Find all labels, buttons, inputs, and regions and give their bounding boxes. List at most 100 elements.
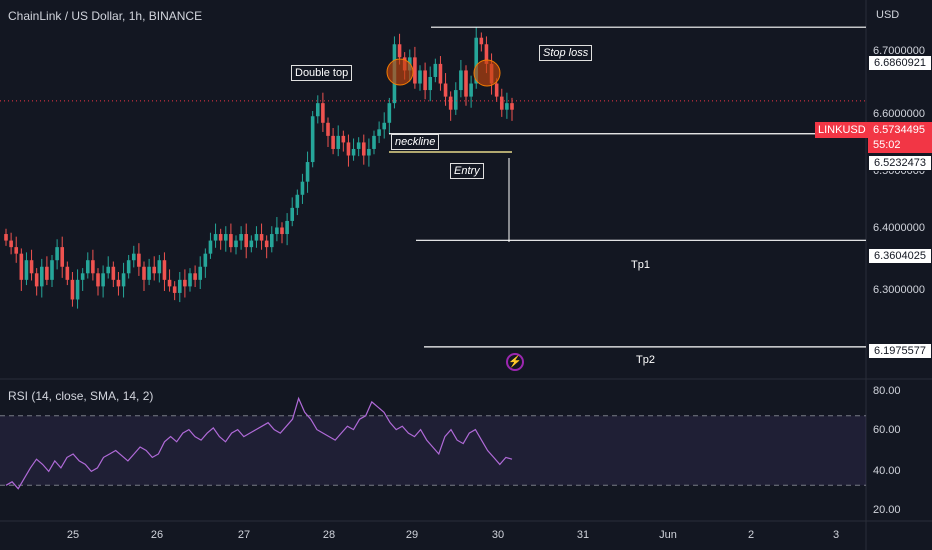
time-tick: 29	[405, 529, 419, 541]
candle-body	[9, 240, 13, 248]
double-top-marker	[473, 59, 501, 87]
candle-body	[372, 135, 376, 149]
rsi-band	[0, 415, 866, 486]
candle-body	[96, 273, 100, 287]
candle-body	[234, 240, 238, 248]
candle-body	[361, 142, 366, 156]
candle-body	[448, 96, 453, 110]
candle-body	[14, 247, 19, 254]
tp1-label[interactable]: Tp1	[631, 259, 650, 271]
candle-body	[193, 273, 197, 280]
candle-body	[300, 181, 305, 195]
candle-body	[39, 266, 44, 287]
candle-body	[510, 103, 514, 110]
candle-body	[479, 37, 484, 45]
candle-body	[213, 234, 218, 241]
candle-body	[387, 103, 392, 123]
candle-body	[290, 207, 295, 221]
candle-body	[326, 122, 330, 136]
candle-body	[433, 63, 438, 77]
candle-body	[91, 260, 95, 274]
candle-body	[264, 240, 269, 248]
candle-body	[474, 37, 479, 84]
price-tick: 6.4000000	[873, 222, 925, 234]
candle-body	[285, 220, 289, 235]
candle-body	[280, 227, 284, 235]
candle-body	[65, 266, 70, 280]
candle-body	[111, 266, 116, 280]
candle-body	[75, 279, 80, 300]
candle-body	[469, 83, 473, 97]
tp2-label[interactable]: Tp2	[636, 354, 655, 366]
rsi-title[interactable]: RSI (14, close, SMA, 14, 2)	[8, 389, 154, 403]
double-top-label[interactable]: Double top	[291, 65, 353, 81]
candle-body	[413, 57, 417, 84]
rsi-tick: 40.00	[873, 465, 901, 477]
candle-body	[341, 135, 346, 143]
candle-body	[356, 142, 361, 149]
candle-body	[80, 273, 85, 280]
candle-body	[4, 234, 8, 241]
stop-loss-price-tag[interactable]: 6.6860921	[868, 55, 932, 71]
candle-body	[126, 260, 131, 274]
rsi-tick: 60.00	[873, 424, 901, 436]
candle-body	[45, 266, 49, 280]
candle-body	[203, 253, 208, 267]
candle-body	[423, 70, 427, 91]
candle-body	[162, 260, 167, 280]
candle-body	[505, 103, 509, 110]
candle-body	[172, 286, 177, 293]
tp1-price-tag[interactable]: 6.3604025	[868, 248, 932, 264]
price-tick: 6.6000000	[873, 108, 925, 120]
time-tick: 3	[832, 529, 840, 541]
rsi-tick: 80.00	[873, 385, 901, 397]
tp2-price-tag[interactable]: 6.1975577	[868, 343, 932, 359]
currency-label[interactable]: USD	[876, 9, 900, 21]
candle-body	[331, 135, 335, 149]
candle-body	[259, 234, 264, 241]
candle-body	[377, 129, 381, 136]
candle-body	[70, 279, 75, 300]
candle-body	[336, 135, 341, 149]
candle-body	[459, 70, 463, 91]
entry-price-tag[interactable]: 6.5232473	[868, 155, 932, 171]
candle-body	[34, 273, 39, 287]
candle-body	[131, 253, 136, 261]
candle-body	[351, 148, 356, 156]
candle-body	[223, 234, 228, 241]
candle-body	[116, 279, 121, 287]
flash-event-icon[interactable]: ⚡	[506, 353, 524, 371]
candle-body	[218, 234, 223, 241]
time-tick: Jun	[659, 529, 677, 541]
candle-body	[249, 240, 254, 248]
candle-body	[137, 253, 141, 267]
candle-body	[443, 83, 448, 97]
time-tick: 26	[150, 529, 164, 541]
candle-body	[321, 103, 325, 123]
candle-body	[239, 234, 243, 241]
candle-body	[428, 76, 433, 91]
neckline-label[interactable]: neckline	[391, 134, 440, 150]
time-tick: 25	[66, 529, 80, 541]
candle-body	[183, 279, 187, 287]
candle-body	[367, 148, 371, 156]
stop-loss-label[interactable]: Stop loss	[539, 45, 593, 61]
candle-body	[453, 90, 458, 110]
symbol-title[interactable]: ChainLink / US Dollar, 1h, BINANCE	[8, 9, 203, 23]
time-tick: 31	[576, 529, 590, 541]
time-tick: 27	[237, 529, 251, 541]
candle-body	[484, 44, 489, 64]
candle-body	[157, 260, 162, 274]
candle-body	[106, 266, 111, 274]
price-tick: 6.7000000	[873, 45, 925, 57]
candle-body	[208, 240, 213, 254]
candle-body	[152, 266, 157, 274]
candle-body	[121, 273, 126, 287]
candle-body	[229, 234, 233, 248]
candle-body	[269, 234, 274, 248]
entry-label[interactable]: Entry	[450, 163, 484, 179]
time-tick: 2	[747, 529, 755, 541]
candle-body	[188, 273, 192, 287]
